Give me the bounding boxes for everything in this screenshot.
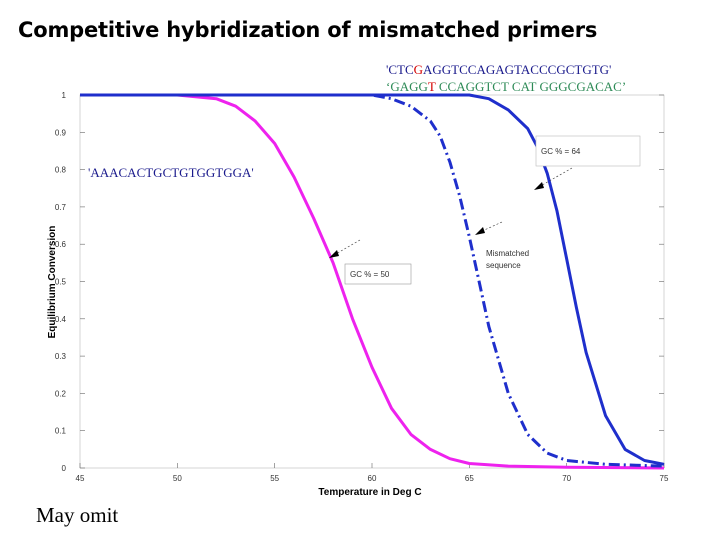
x-tick-label: 55 xyxy=(270,474,279,483)
gc64-arrowhead xyxy=(534,182,544,190)
y-tick-label: 0.4 xyxy=(55,315,67,324)
gc50-callout-box xyxy=(344,263,412,285)
gc50-arrowhead xyxy=(329,250,339,258)
gc64-callout-box xyxy=(535,135,641,167)
gc50-callout-text: GC % = 50 xyxy=(350,270,390,279)
gc50-callout-leader xyxy=(333,239,361,256)
x-tick-label: 50 xyxy=(173,474,182,483)
bottom-strand-sequence: ‘GAGGT CCAGGTCT CAT GGGCGACAC’ xyxy=(386,79,626,95)
y-tick-label: 0.1 xyxy=(55,427,67,436)
top-strand-after: AGGTCCAGAGTACCCGCTGTG' xyxy=(423,62,612,77)
bottom-strand-before: ‘GAGG xyxy=(386,79,428,94)
mismatch-arrowhead xyxy=(475,227,485,235)
top-strand-sequence: 'CTCGAGGTCCAGAGTACCCGCTGTG' xyxy=(386,62,611,78)
annotations: GC % = 64 Mismatched sequence GC % = 50 xyxy=(329,135,641,285)
series-mismatched-line xyxy=(80,93,665,468)
y-tick-label: 0.3 xyxy=(55,352,67,361)
bottom-strand-mismatch-base: T xyxy=(427,79,436,94)
series-gc50-line xyxy=(80,93,665,470)
slide-title: Competitive hybridization of mismatched … xyxy=(18,18,598,42)
x-tick-label: 60 xyxy=(368,474,377,483)
y-axis-label: Equilibrium Conversion xyxy=(47,226,58,339)
y-tick-label: 1 xyxy=(62,91,67,100)
axis-ticks: 0 0.1 0.2 0.3 0.4 0.5 0.6 0.7 0.8 0.9 1 45 50 55 60 65 7… xyxy=(55,91,669,483)
x-tick-label: 65 xyxy=(465,474,474,483)
y-tick-label: 0.9 xyxy=(55,128,67,137)
top-strand-mismatch-base: G xyxy=(413,62,424,77)
y-tick-label: 0.5 xyxy=(55,278,67,287)
y-tick-label: 0.7 xyxy=(55,203,67,212)
x-axis-label: Temperature in Deg C xyxy=(318,487,421,498)
x-tick-label: 45 xyxy=(76,474,85,483)
y-tick-label: 0 xyxy=(62,464,67,473)
short-probe-sequence: 'AAACACTGCTGTGGTGGA' xyxy=(88,165,254,180)
gc64-callout-text: GC % = 64 xyxy=(541,147,581,156)
series-gc64-line xyxy=(80,93,665,466)
y-tick-label: 0.2 xyxy=(55,389,67,398)
x-tick-label: 75 xyxy=(660,474,669,483)
y-tick-label: 0.8 xyxy=(55,166,67,175)
mismatch-callout-text-1: Mismatched xyxy=(486,249,529,258)
bottom-strand-after: CCAGGTCT CAT GGGCGACAC’ xyxy=(435,79,627,94)
slide-note: May omit xyxy=(36,503,119,527)
x-tick-label: 70 xyxy=(562,474,571,483)
mismatch-callout-text-2: sequence xyxy=(486,261,521,270)
series-lines xyxy=(80,93,665,470)
y-tick-label: 0.6 xyxy=(55,240,67,249)
top-strand-before: 'CTC xyxy=(386,62,414,77)
